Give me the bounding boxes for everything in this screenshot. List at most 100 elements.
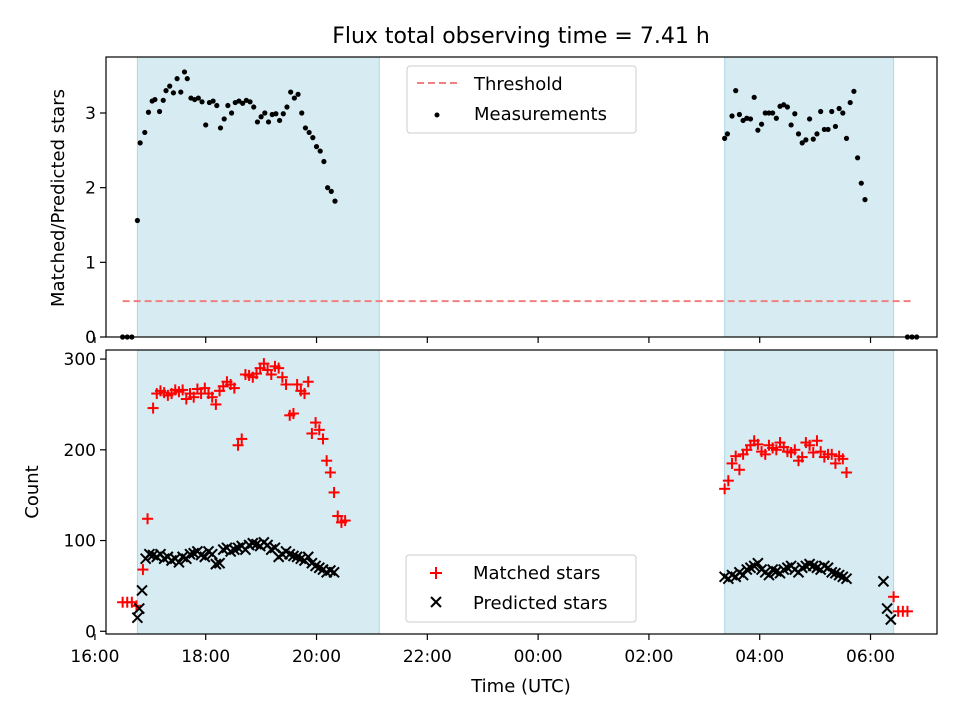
- top-window-2: [724, 56, 895, 338]
- measurement-point: [862, 197, 868, 203]
- measurements-legend-label: Measurements: [474, 104, 607, 125]
- matched-star-point: [273, 362, 285, 374]
- measurement-point: [258, 114, 264, 120]
- predicted-star-point: [840, 572, 853, 585]
- matched-star-point: [726, 457, 738, 469]
- measurement-point: [755, 127, 761, 133]
- measurement-point: [854, 155, 861, 161]
- measurement-point: [254, 119, 261, 125]
- measurement-point: [302, 125, 309, 131]
- matched-star-point: [306, 427, 318, 439]
- predicted-star-point: [184, 548, 196, 560]
- measurement-point: [795, 131, 802, 137]
- predicted-star-point: [210, 558, 222, 570]
- measurement-point: [178, 89, 184, 95]
- measurement-point: [747, 116, 754, 122]
- top-y-tick-label: 2: [85, 179, 96, 199]
- matched-star-point: [206, 391, 218, 403]
- predicted-star-point: [143, 548, 156, 560]
- predicted-star-point: [131, 611, 144, 624]
- measurement-point: [240, 100, 246, 106]
- measurement-point: [265, 119, 272, 125]
- top-y-ticks: 0 1 2 3: [85, 104, 106, 348]
- measurement-point: [210, 98, 216, 104]
- matched-star-point: [188, 391, 200, 403]
- measurement-point: [328, 188, 334, 194]
- predicted-legend-swatch: [430, 596, 442, 608]
- matched-star-point: [730, 450, 742, 462]
- measurement-point: [160, 97, 166, 103]
- measurement-point: [729, 113, 735, 119]
- measurement-point: [195, 95, 201, 101]
- matched-star-point: [302, 376, 314, 388]
- matched-star-point: [789, 444, 801, 456]
- matched-legend-swatch: [430, 567, 442, 579]
- x-tick-label: 06:00: [846, 647, 895, 667]
- measurement-point: [792, 111, 798, 117]
- measurement-point: [217, 125, 224, 131]
- predicted-star-point: [199, 551, 211, 563]
- matched-star-point: [142, 513, 154, 525]
- matched-star-point: [901, 605, 913, 617]
- bottom-y-ticks: 0 100 200 300: [64, 350, 106, 642]
- matched-star-point: [228, 382, 240, 394]
- measurement-point: [843, 135, 850, 141]
- measurement-point: [803, 137, 809, 143]
- matched-star-point: [291, 378, 303, 390]
- measurement-point: [262, 110, 268, 116]
- predicted-legend-label: Predicted stars: [473, 593, 607, 614]
- measurement-point: [832, 123, 839, 130]
- measurement-point: [806, 116, 813, 122]
- top-observing-window-1: [136, 56, 895, 338]
- measurement-point: [799, 140, 805, 146]
- measurement-point: [247, 99, 253, 105]
- matched-star-point: [759, 448, 771, 460]
- top-window-1: [136, 56, 380, 338]
- predicted-star-point: [328, 566, 340, 579]
- measurement-point: [836, 105, 842, 112]
- measurement-point: [137, 140, 143, 146]
- matched-star-point: [826, 448, 838, 460]
- measurement-point: [784, 104, 791, 110]
- bottom-legend-box: [405, 554, 637, 623]
- predicted-star-point: [877, 575, 890, 588]
- measurement-point: [163, 88, 169, 94]
- matched-star-point: [236, 433, 248, 445]
- x-tick-label: 22:00: [403, 647, 452, 667]
- measurement-point: [810, 136, 816, 142]
- x-tick-label: 16:00: [70, 647, 119, 667]
- matched-star-point: [796, 451, 808, 463]
- top-measurements-series: [120, 69, 920, 340]
- measurement-point: [134, 217, 140, 224]
- matched-star-point: [811, 435, 823, 447]
- bottom-window-2: [724, 349, 895, 635]
- measurement-point: [181, 69, 188, 75]
- predicted-star-point: [287, 550, 300, 562]
- bottom-panel: 0 100 200 300 16:00 18:00 20:00 22:00 00:00 02:0…: [22, 349, 938, 697]
- matched-star-point: [332, 510, 344, 522]
- measurement-point: [291, 95, 297, 101]
- matched-star-point: [299, 388, 311, 400]
- measurement-point: [273, 111, 279, 117]
- measurement-point: [847, 99, 853, 106]
- measurements-legend-swatch: [434, 112, 440, 118]
- matched-star-point: [147, 402, 159, 414]
- matched-star-point: [310, 417, 322, 429]
- predicted-star-point: [206, 548, 218, 560]
- x-tick-label: 02:00: [624, 647, 673, 667]
- predicted-star-point: [826, 566, 838, 579]
- measurement-point: [858, 180, 864, 186]
- measurement-point: [174, 76, 180, 82]
- bottom-plot-frame: [105, 349, 938, 635]
- matched-star-point: [719, 483, 731, 495]
- measurement-point: [758, 121, 765, 127]
- measurement-point: [310, 135, 316, 141]
- matched-star-point: [276, 371, 288, 383]
- measurement-point: [214, 102, 220, 109]
- matched-star-point: [339, 515, 351, 527]
- measurement-point: [762, 110, 768, 116]
- matched-star-point: [232, 439, 244, 451]
- measurement-point: [751, 94, 757, 100]
- top-x-ticks: [94, 337, 872, 343]
- matched-star-point: [722, 475, 734, 487]
